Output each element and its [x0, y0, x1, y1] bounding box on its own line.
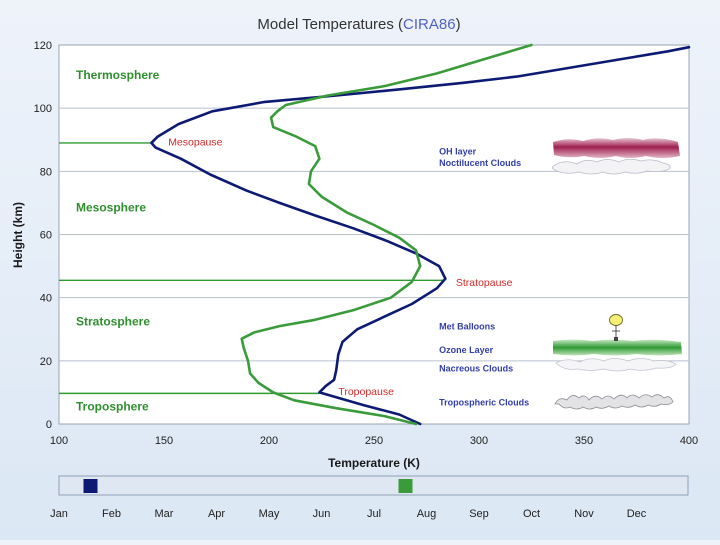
annotation-label: Ozone Layer	[439, 345, 494, 355]
x-tick-label: 150	[155, 435, 173, 447]
annotation-label: Nacreous Clouds	[439, 364, 513, 374]
month-label: Apr	[208, 508, 225, 520]
month-markers	[83, 479, 413, 493]
month-label: Nov	[574, 508, 594, 520]
x-tick-labels: 100 150 200 250 300 350 400	[50, 435, 698, 447]
y-tick-label: 80	[40, 166, 52, 178]
month-label: May	[259, 508, 280, 520]
y-tick-labels: 0 20 40 60 80 100 120	[34, 40, 52, 431]
chart-title-source: CIRA86	[403, 16, 456, 33]
layer-label: Stratosphere	[76, 314, 150, 328]
month-label: Mar	[155, 508, 174, 520]
x-tick-label: 100	[50, 435, 68, 447]
y-tick-label: 60	[40, 230, 52, 242]
month-label: Jun	[313, 508, 331, 520]
chart-title-suffix: )	[456, 16, 461, 33]
layer-annotations: OH layer Noctilucent Clouds Met Balloons Oz…	[439, 146, 529, 407]
month-label: Dec	[627, 508, 647, 520]
noctilucent-cloud-illustration	[552, 158, 671, 175]
month-timeline-bar	[58, 475, 689, 496]
y-tick-label: 40	[40, 293, 52, 305]
temperature-series	[150, 43, 691, 426]
layer-illustrations	[552, 138, 682, 410]
series-line	[150, 45, 691, 426]
y-tick-label: 0	[46, 419, 52, 431]
series-line	[240, 43, 533, 426]
y-tick-label: 20	[40, 356, 52, 368]
x-tick-label: 300	[470, 435, 488, 447]
y-tick-label: 120	[34, 40, 52, 52]
month-labels: Jan Feb Mar Apr May Jun Jul Aug Sep Oct Nov Dec	[50, 508, 647, 520]
layer-label: Mesosphere	[76, 201, 146, 215]
annotation-label: Met Balloons	[439, 322, 495, 332]
month-label: Jan	[50, 508, 68, 520]
layer-label: Troposphere	[76, 400, 149, 414]
month-label: Oct	[523, 508, 540, 520]
chart-title-prefix: Model Temperatures (	[257, 16, 403, 33]
met-balloon-icon	[609, 314, 623, 341]
month-label: Feb	[102, 508, 121, 520]
x-tick-label: 250	[365, 435, 383, 447]
month-marker	[83, 479, 98, 493]
pause-label: Stratopause	[456, 277, 513, 289]
oh-layer-band	[553, 138, 680, 158]
month-label: Jul	[367, 508, 381, 520]
nacreous-cloud-illustration	[555, 358, 677, 372]
x-tick-label: 200	[260, 435, 278, 447]
ozone-layer-band	[553, 339, 682, 356]
x-axis-label: Temperature (K)	[328, 456, 420, 470]
month-marker	[398, 479, 413, 493]
annotation-label: Noctilucent Clouds	[439, 158, 521, 168]
annotation-label: OH layer	[439, 146, 477, 156]
x-tick-label: 350	[575, 435, 593, 447]
month-label: Sep	[469, 508, 489, 520]
pause-label: Mesopause	[168, 136, 222, 148]
annotation-label: Tropospheric Clouds	[439, 398, 529, 408]
x-tick-label: 400	[680, 435, 698, 447]
tropospheric-clouds-illustration	[554, 394, 674, 410]
chart-title: Model Temperatures (CIRA86)	[257, 16, 460, 33]
y-tick-label: 100	[34, 103, 52, 115]
y-axis-label: Height (km)	[11, 202, 25, 268]
atmosphere-layer-labels: Thermosphere Mesosphere Stratosphere Tropos…	[76, 68, 160, 414]
pause-label: Tropopause	[338, 386, 394, 398]
layer-label: Thermosphere	[76, 68, 160, 82]
month-label: Aug	[417, 508, 437, 520]
